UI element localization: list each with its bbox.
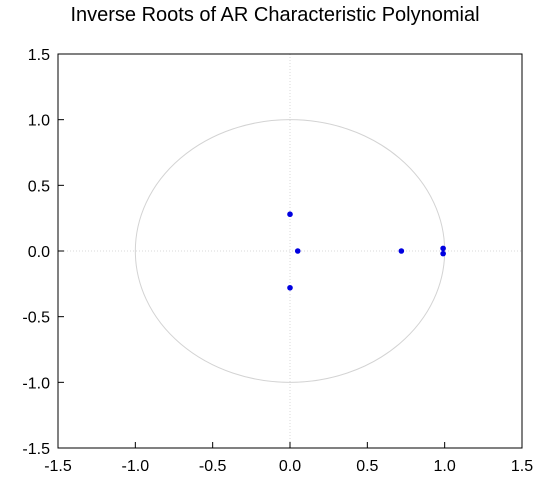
y-tick-label: 0.5 xyxy=(28,178,50,195)
root-point xyxy=(398,248,405,254)
axis-ticks: -1.5 -1.0 -0.5 0.0 0.5 1.0 1.5 1.5 1.0 0.5 0.0 -0.5… xyxy=(22,47,533,475)
y-tick-label: 1.5 xyxy=(28,47,50,64)
x-tick-label: 1.0 xyxy=(434,458,456,475)
y-tick-label: 1.0 xyxy=(28,113,50,130)
unit-circle xyxy=(134,119,446,383)
x-tick-label: 0.5 xyxy=(356,458,378,475)
x-tick-label: 1.5 xyxy=(511,458,533,475)
chart-title: Inverse Roots of AR Characteristic Polyn… xyxy=(70,4,480,26)
root-point xyxy=(440,245,446,252)
root-point xyxy=(440,250,446,257)
y-tick-label: -1.5 xyxy=(22,441,50,458)
root-point xyxy=(294,248,301,254)
root-point xyxy=(287,284,293,291)
root-point xyxy=(287,211,293,218)
y-tick-label: -0.5 xyxy=(22,310,50,327)
y-tick-label: 0.0 xyxy=(28,244,50,261)
root-points xyxy=(287,211,446,291)
unit-circle-path xyxy=(134,119,446,383)
x-tick-label: -1.0 xyxy=(122,458,150,475)
y-tick-label: -1.0 xyxy=(22,375,50,392)
x-tick-label: 0.0 xyxy=(279,458,301,475)
x-tick-label: -1.5 xyxy=(44,458,72,475)
zero-lines xyxy=(58,54,522,448)
x-tick-label: -0.5 xyxy=(199,458,227,475)
